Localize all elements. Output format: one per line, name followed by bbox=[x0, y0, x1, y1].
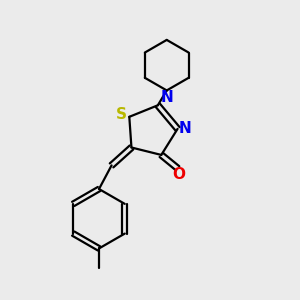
Text: O: O bbox=[172, 167, 186, 182]
Text: N: N bbox=[160, 90, 173, 105]
Text: S: S bbox=[116, 107, 127, 122]
Text: N: N bbox=[178, 122, 191, 136]
